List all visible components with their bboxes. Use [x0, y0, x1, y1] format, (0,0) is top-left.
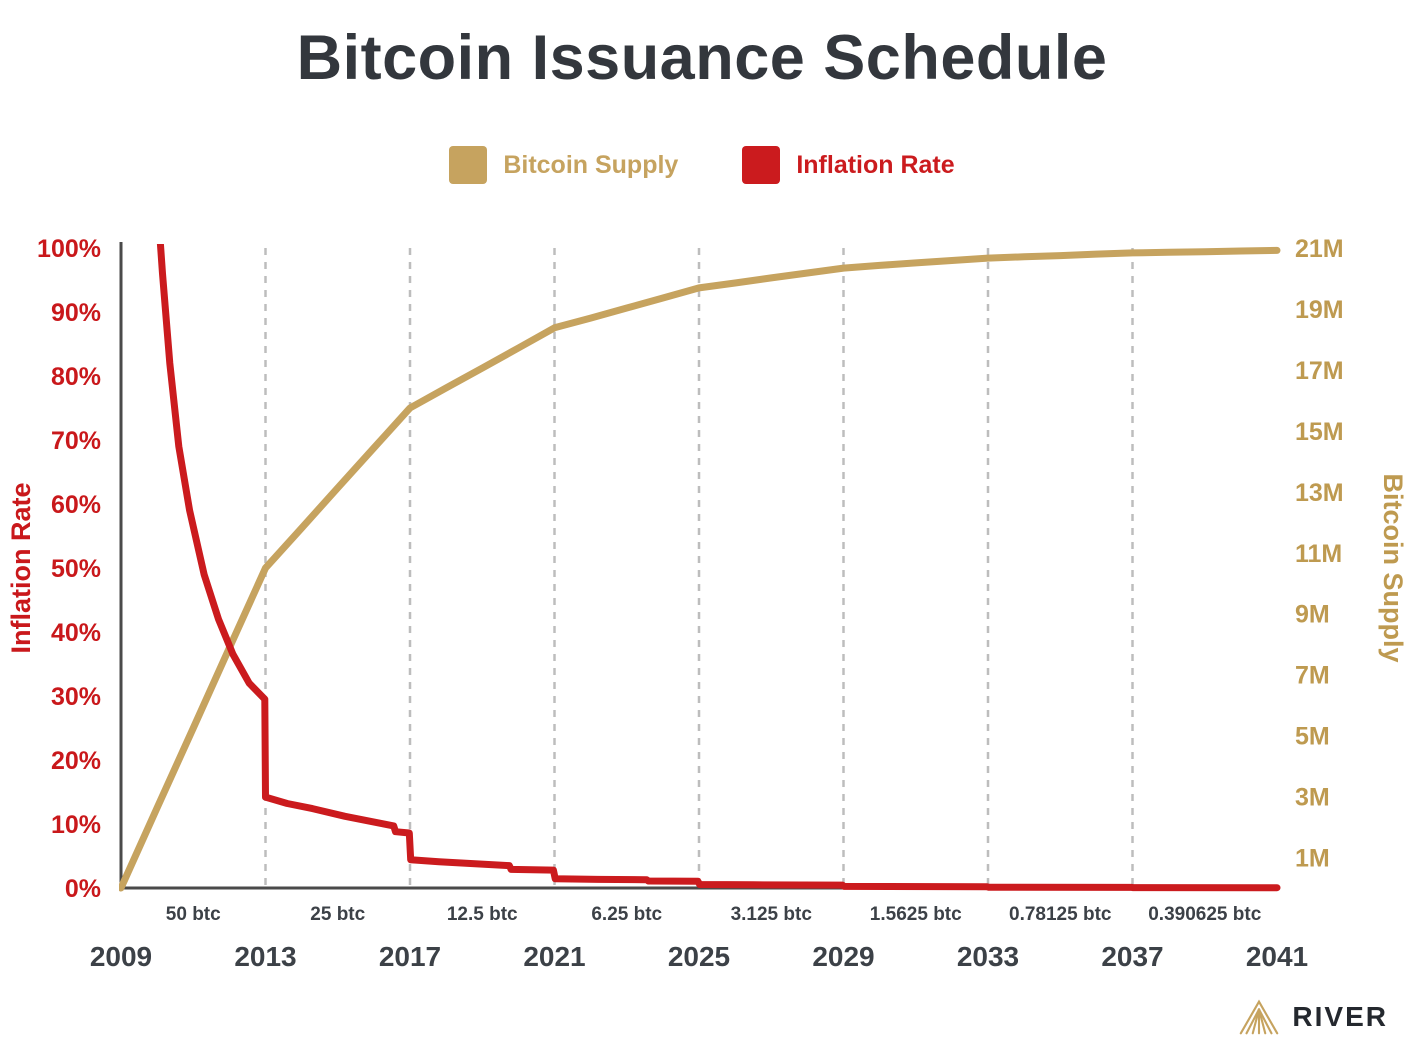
right-tick-9M: 9M — [1295, 601, 1330, 629]
left-tick-10%: 10% — [51, 811, 101, 839]
issuance-chart: 0% 10% 20% 30% 40% 50% 60% 70% 80% 90% 100% 1M 3M 5M 7… — [6, 235, 1404, 972]
x-tick-2037: 2037 — [1101, 941, 1163, 972]
left-tick-60%: 60% — [51, 491, 101, 519]
left-tick-90%: 90% — [51, 299, 101, 327]
right-tick-3M: 3M — [1295, 784, 1330, 812]
x-tick-2013: 2013 — [234, 941, 296, 972]
legend-label-bitcoin-supply: Bitcoin Supply — [503, 150, 679, 179]
river-logo: RIVER — [1236, 997, 1388, 1037]
x-tick-2041: 2041 — [1246, 941, 1308, 972]
left-tick-0%: 0% — [65, 875, 101, 903]
left-tick-70%: 70% — [51, 427, 101, 455]
legend-label-inflation-rate: Inflation Rate — [796, 150, 955, 179]
reward-label-50-btc: 50 btc — [166, 904, 221, 925]
right-tick-17M: 17M — [1295, 357, 1344, 385]
x-tick-2025: 2025 — [668, 941, 730, 972]
right-tick-13M: 13M — [1295, 479, 1344, 507]
left-tick-50%: 50% — [51, 555, 101, 583]
reward-label-12.5-btc: 12.5 btc — [447, 904, 518, 925]
x-tick-2033: 2033 — [957, 941, 1019, 972]
right-tick-7M: 7M — [1295, 662, 1330, 690]
left-tick-40%: 40% — [51, 619, 101, 647]
left-tick-80%: 80% — [51, 363, 101, 391]
river-wordmark: RIVER — [1292, 1001, 1388, 1032]
left-tick-30%: 30% — [51, 683, 101, 711]
inflation-rate-swatch — [742, 146, 781, 184]
reward-label-25-btc: 25 btc — [310, 904, 365, 925]
x-tick-2017: 2017 — [379, 941, 441, 972]
reward-label-0.78125-btc: 0.78125 btc — [1009, 904, 1112, 925]
legend: Bitcoin Supply Inflation Rate — [0, 146, 1404, 184]
right-tick-11M: 11M — [1295, 540, 1342, 568]
reward-label-3.125-btc: 3.125 btc — [731, 904, 813, 925]
right-tick-5M: 5M — [1295, 723, 1330, 751]
legend-item-inflation-rate: Inflation Rate — [742, 146, 955, 184]
right-tick-21M: 21M — [1295, 235, 1344, 263]
left-tick-20%: 20% — [51, 747, 101, 775]
x-tick-2021: 2021 — [523, 941, 585, 972]
left-tick-100%: 100% — [37, 235, 101, 263]
right-tick-1M: 1M — [1295, 845, 1330, 873]
reward-label-1.5625-btc: 1.5625 btc — [870, 904, 962, 925]
right-axis-title: Bitcoin Supply — [1378, 474, 1404, 663]
bitcoin-supply-swatch — [449, 146, 488, 184]
x-tick-2029: 2029 — [812, 941, 874, 972]
page-title: Bitcoin Issuance Schedule — [296, 23, 1108, 93]
right-tick-15M: 15M — [1295, 418, 1344, 446]
river-mountain-icon — [1240, 999, 1279, 1035]
series-inflation-rate — [156, 244, 1281, 892]
right-tick-19M: 19M — [1295, 296, 1344, 324]
left-axis-title: Inflation Rate — [6, 482, 36, 653]
x-tick-2009: 2009 — [90, 941, 152, 972]
series-bitcoin-supply — [119, 246, 1281, 892]
legend-item-bitcoin-supply: Bitcoin Supply — [449, 146, 678, 184]
reward-label-0.390625-btc: 0.390625 btc — [1148, 904, 1261, 925]
reward-label-6.25-btc: 6.25 btc — [591, 904, 662, 925]
